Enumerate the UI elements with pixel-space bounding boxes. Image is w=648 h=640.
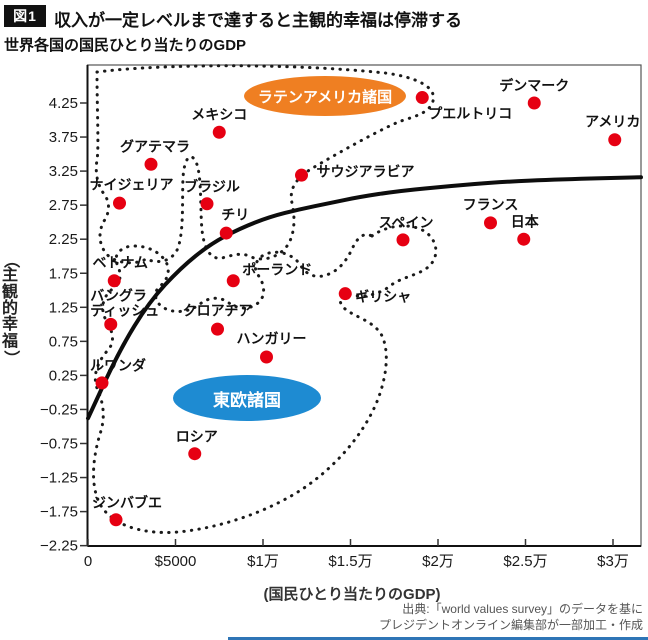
source-line-2: プレジデントオンライン編集部が一部加工・作成 (378, 617, 643, 632)
y-tick-label: 3.25 (49, 163, 78, 180)
country-label: スペイン (378, 214, 434, 231)
x-tick-label: $5000 (155, 553, 197, 570)
y-axis-title-char: 主 (2, 267, 19, 285)
data-point-dot (104, 317, 118, 331)
country-label: デンマーク (499, 77, 570, 94)
country-label: サウジアラビア (316, 163, 415, 180)
country-label: ブラジル (184, 178, 240, 195)
figure-title: 収入が一定レベルまで達すると主観的幸福は停滞する (54, 11, 462, 30)
x-tick-label: $1.5万 (328, 553, 372, 570)
y-axis-title-char: （ (2, 252, 20, 269)
y-tick-label: 0.75 (49, 333, 78, 350)
y-tick-label: −0.75 (40, 436, 78, 453)
country-label: ギリシャ (355, 288, 412, 305)
x-tick-label: $3万 (597, 553, 629, 570)
y-tick-label: 1.25 (49, 299, 78, 316)
data-point-dot (212, 125, 226, 139)
country-label: ポーランド (242, 261, 313, 278)
country-label: ルワンダ (90, 357, 146, 374)
y-axis-title-char: ） (2, 350, 20, 367)
x-tick-label: $2.5万 (503, 553, 547, 570)
data-point-dot (295, 168, 308, 182)
bottom-accent-bar (228, 637, 648, 640)
country-label: バングラ ディッシュ (90, 287, 160, 319)
group-badge: ラテンアメリカ諸国 (244, 76, 406, 116)
y-tick-label: 0.25 (49, 367, 78, 384)
country-label: チリ (221, 206, 250, 223)
data-point-dot (107, 274, 121, 288)
source-credit: 出典:「world values survey」のデータを基に プレジデントオン… (379, 602, 643, 634)
y-axis-title-char: 幸 (2, 316, 19, 334)
y-axis-title-char: 観 (2, 283, 19, 301)
y-tick-label: −1.75 (40, 504, 78, 521)
country-label: グアテマラ (120, 138, 190, 155)
data-point-dot (188, 447, 202, 461)
data-point-dot (144, 157, 158, 171)
data-point-dot (95, 376, 109, 390)
data-point-dot (484, 216, 497, 230)
country-label: クロアチア (182, 302, 253, 319)
data-point-dot (211, 322, 224, 336)
country-label: アメリカ (585, 113, 641, 130)
country-label: 日本 (510, 213, 539, 230)
y-tick-label: 3.75 (49, 129, 78, 146)
y-axis-title-char: 福 (2, 332, 19, 350)
data-point-dot (415, 91, 429, 105)
country-label: メキシコ (191, 106, 248, 123)
x-tick-label: 0 (84, 553, 92, 570)
data-point-dot (219, 226, 233, 240)
country-label: プエルトリコ (428, 105, 513, 122)
trend-curve (86, 175, 643, 421)
y-tick-label: 2.75 (49, 197, 78, 214)
data-point-dot (113, 196, 126, 210)
figure-subtitle: 世界各国の国民ひとり当たりのGDP (4, 37, 247, 54)
x-tick-label: $2万 (422, 553, 454, 570)
plot-frame (86, 64, 642, 547)
data-point-dot (608, 133, 622, 147)
y-axis-title-char: 的 (2, 299, 19, 317)
data-point-dot (226, 274, 240, 288)
country-label: ハンガリー (236, 330, 307, 347)
country-label: ナイジェリア (89, 176, 174, 193)
y-tick-label: −0.25 (40, 401, 78, 418)
group-outline (94, 64, 435, 265)
data-point-dot (396, 233, 410, 247)
data-point-dot (517, 232, 531, 246)
x-axis-title: (国民ひとり当たりのGDP) (263, 586, 441, 603)
x-tick-label: $1万 (247, 553, 279, 570)
group-outline (92, 224, 438, 534)
y-tick-label: 2.25 (49, 231, 78, 248)
y-tick-label: 4.25 (49, 95, 78, 112)
y-tick-label: 1.75 (49, 265, 78, 282)
y-tick-label: −2.25 (40, 538, 78, 555)
data-point-dot (260, 350, 273, 364)
data-point-dot (338, 287, 352, 301)
figure-number-badge: 図1 (4, 5, 46, 27)
y-axis-title: （主観的幸福） (2, 252, 20, 367)
country-label: ロシア (175, 428, 218, 445)
country-label: フランス (462, 196, 519, 213)
group-badge: 東欧諸国 (173, 375, 321, 421)
source-line-1: 出典:「world values survey」のデータを基に (402, 602, 643, 616)
data-point-dot (200, 197, 214, 211)
country-label: ジンバブエ (92, 494, 162, 511)
data-point-dot (527, 96, 541, 110)
y-tick-label: −1.25 (40, 470, 78, 487)
data-point-dot (109, 513, 123, 527)
country-label: ベトナム (92, 254, 149, 271)
